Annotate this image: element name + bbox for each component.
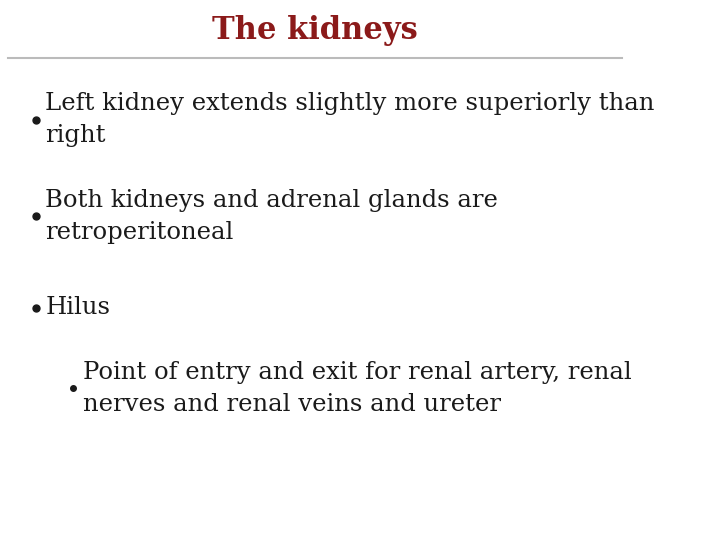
Text: Left kidney extends slightly more superiorly than
right: Left kidney extends slightly more superi…	[45, 92, 654, 147]
Text: Both kidneys and adrenal glands are
retroperitoneal: Both kidneys and adrenal glands are retr…	[45, 189, 498, 244]
Text: Hilus: Hilus	[45, 296, 110, 319]
Text: Point of entry and exit for renal artery, renal
nerves and renal veins and urete: Point of entry and exit for renal artery…	[83, 361, 631, 416]
Text: The kidneys: The kidneys	[212, 16, 418, 46]
